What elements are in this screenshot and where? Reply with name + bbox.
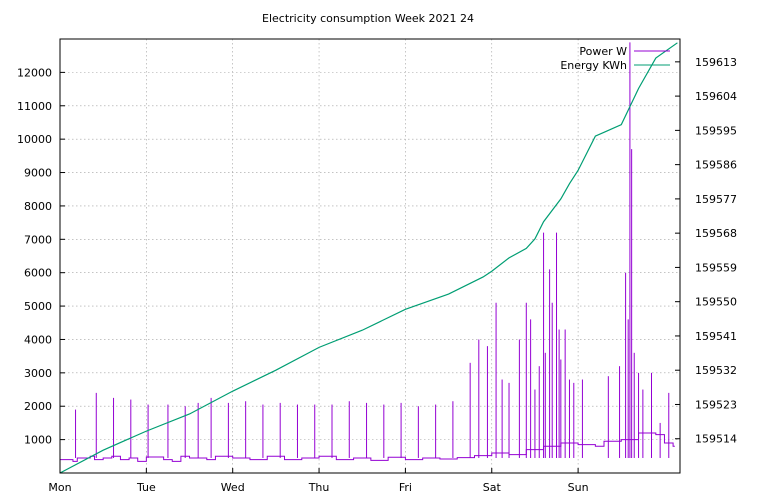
- x-tick-label: Thu: [308, 481, 330, 494]
- x-axis-ticks: Mon Tue Wed Thu Fri Sat Sun: [48, 468, 589, 494]
- y2-tick-label: 159523: [695, 398, 737, 411]
- x-tick-label: Sat: [483, 481, 502, 494]
- x-tick-label: Tue: [136, 481, 156, 494]
- y2-tick-label: 159577: [695, 193, 737, 206]
- y2-tick-label: 159613: [695, 56, 737, 69]
- y2-tick-label: 159532: [695, 364, 737, 377]
- y2-tick-label: 159595: [695, 124, 737, 137]
- grid-lines: [60, 39, 680, 473]
- y-tick-label: 8000: [24, 200, 52, 213]
- y-tick-label: 1000: [24, 434, 52, 447]
- y2-tick-label: 159604: [695, 90, 737, 103]
- y2-tick-label: 159550: [695, 296, 737, 309]
- x-tick-label: Wed: [221, 481, 245, 494]
- y-tick-label: 5000: [24, 300, 52, 313]
- y2-axis-ticks: 159514 159523 159532 159541 159550 159559 1595…: [675, 56, 737, 446]
- x-tick-label: Mon: [48, 481, 71, 494]
- y-tick-label: 7000: [24, 233, 52, 246]
- y-axis-ticks: 1000 2000 3000 4000 5000 6000 7000 8000 9000 1000…: [17, 66, 65, 447]
- y2-tick-label: 159514: [695, 433, 737, 446]
- legend-label: Power W: [579, 45, 627, 58]
- x-tick-label: Fri: [399, 481, 412, 494]
- plot-area: [59, 42, 678, 474]
- plot-frame: [59, 38, 681, 474]
- y-tick-label: 3000: [24, 367, 52, 380]
- series-power-steps: [60, 432, 675, 462]
- y-tick-label: 12000: [17, 66, 52, 79]
- chart-title: Electricity consumption Week 2021 24: [262, 12, 474, 25]
- y-tick-label: 4000: [24, 333, 52, 346]
- legend-label: Energy KWh: [560, 59, 627, 72]
- x-tick-label: Sun: [568, 481, 589, 494]
- y2-tick-label: 159568: [695, 227, 737, 240]
- y-tick-label: 11000: [17, 100, 52, 113]
- y-tick-label: 9000: [24, 167, 52, 180]
- y2-tick-label: 159541: [695, 330, 737, 343]
- series-energy-line: [59, 42, 678, 474]
- y-tick-label: 10000: [17, 133, 52, 146]
- y2-tick-label: 159559: [695, 261, 737, 274]
- y-tick-label: 2000: [24, 400, 52, 413]
- y2-tick-label: 159586: [695, 159, 737, 172]
- y-tick-label: 6000: [24, 267, 52, 280]
